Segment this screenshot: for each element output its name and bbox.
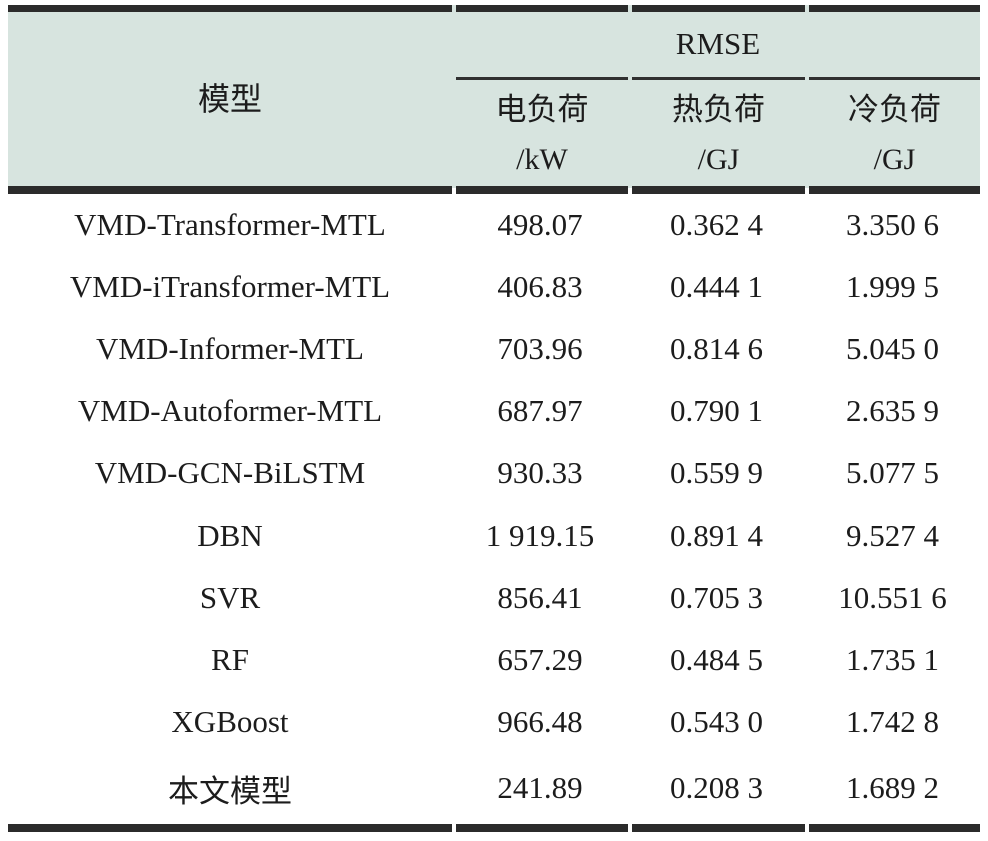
cold-load-cell: 5.045 0 [846, 331, 939, 367]
model-name-cell: XGBoost [171, 703, 289, 739]
model-name-cell: RF [211, 641, 249, 677]
table-row: 本文模型 241.89 0.208 3 1.689 2 [8, 766, 980, 811]
model-name-cell: VMD-Autoformer-MTL [77, 393, 383, 429]
model-name-cell: VMD-Informer-MTL [96, 331, 364, 367]
cold-load-cell: 1.742 8 [846, 703, 939, 739]
heat-load-cell: 0.790 1 [670, 393, 763, 429]
heat-load-cell: 0.814 6 [670, 331, 763, 367]
heat-load-cell: 0.543 0 [670, 703, 763, 739]
cold-load-cell: 1.689 2 [846, 770, 939, 806]
electric-load-cell: 703.96 [497, 331, 583, 367]
heat-load-cell: 0.559 9 [670, 455, 763, 491]
electric-load-cell: 930.33 [497, 455, 583, 491]
electric-load-cell: 1 919.15 [485, 517, 595, 553]
electric-load-cell: 498.07 [497, 207, 583, 243]
heat-load-cell: 0.484 5 [670, 641, 763, 677]
cold-load-cell: 2.635 9 [846, 393, 939, 429]
electric-load-cell: 406.83 [497, 269, 583, 305]
table-row: VMD-Transformer-MTL 498.07 0.362 4 3.350… [8, 207, 980, 243]
heat-load-cell: 0.362 4 [670, 207, 763, 243]
column-unit: /GJ [873, 142, 916, 176]
model-name-cell: SVR [199, 579, 261, 615]
heat-load-cell: 0.891 4 [670, 517, 763, 553]
table-body: VMD-Transformer-MTL 498.07 0.362 4 3.350… [8, 194, 980, 824]
rmse-group-header: RMSE [675, 26, 761, 61]
column-header-cold-load: 冷负荷 /GJ [809, 83, 980, 186]
table-row: VMD-iTransformer-MTL 406.83 0.444 1 1.99… [8, 269, 980, 305]
model-column-header: 模型 [197, 80, 262, 117]
table-row: RF 657.29 0.484 5 1.735 1 [8, 642, 980, 678]
model-name-cell: DBN [197, 517, 263, 553]
column-unit: /GJ [697, 142, 740, 176]
table-row: DBN 1 919.15 0.891 4 9.527 4 [8, 518, 980, 554]
model-name-cell: VMD-GCN-BiLSTM [94, 455, 366, 491]
electric-load-cell: 241.89 [497, 770, 583, 806]
table-header-background [8, 5, 980, 188]
table-row: VMD-GCN-BiLSTM 930.33 0.559 9 5.077 5 [8, 455, 980, 491]
column-header-heat-load: 热负荷 /GJ [632, 83, 805, 186]
cold-load-cell: 9.527 4 [846, 517, 939, 553]
rmse-results-table: 模型 RMSE 电负荷 /kW 热负荷 /GJ 冷负荷 /GJ [8, 5, 980, 832]
model-name-cell: 本文模型 [168, 773, 292, 809]
electric-load-cell: 966.48 [497, 703, 583, 739]
table-row: VMD-Informer-MTL 703.96 0.814 6 5.045 0 [8, 331, 980, 367]
column-name: 电负荷 [495, 91, 589, 127]
electric-load-cell: 687.97 [497, 393, 583, 429]
cold-load-cell: 3.350 6 [846, 207, 939, 243]
column-unit: /kW [516, 142, 568, 176]
table-row: SVR 856.41 0.705 3 10.551 6 [8, 580, 980, 616]
column-name: 热负荷 [672, 91, 765, 127]
electric-load-cell: 856.41 [497, 579, 583, 615]
column-header-electric-load: 电负荷 /kW [456, 83, 628, 186]
model-name-cell: VMD-Transformer-MTL [74, 207, 386, 243]
cold-load-cell: 1.999 5 [846, 269, 939, 305]
model-name-cell: VMD-iTransformer-MTL [69, 269, 391, 305]
electric-load-cell: 657.29 [497, 641, 583, 677]
cold-load-cell: 10.551 6 [838, 579, 947, 615]
cold-load-cell: 1.735 1 [846, 641, 939, 677]
heat-load-cell: 0.208 3 [670, 770, 763, 806]
table-row: XGBoost 966.48 0.543 0 1.742 8 [8, 704, 980, 740]
column-name: 冷负荷 [848, 91, 941, 127]
heat-load-cell: 0.705 3 [670, 579, 763, 615]
heat-load-cell: 0.444 1 [670, 269, 763, 305]
table-row: VMD-Autoformer-MTL 687.97 0.790 1 2.635 … [8, 393, 980, 429]
cold-load-cell: 5.077 5 [846, 455, 939, 491]
